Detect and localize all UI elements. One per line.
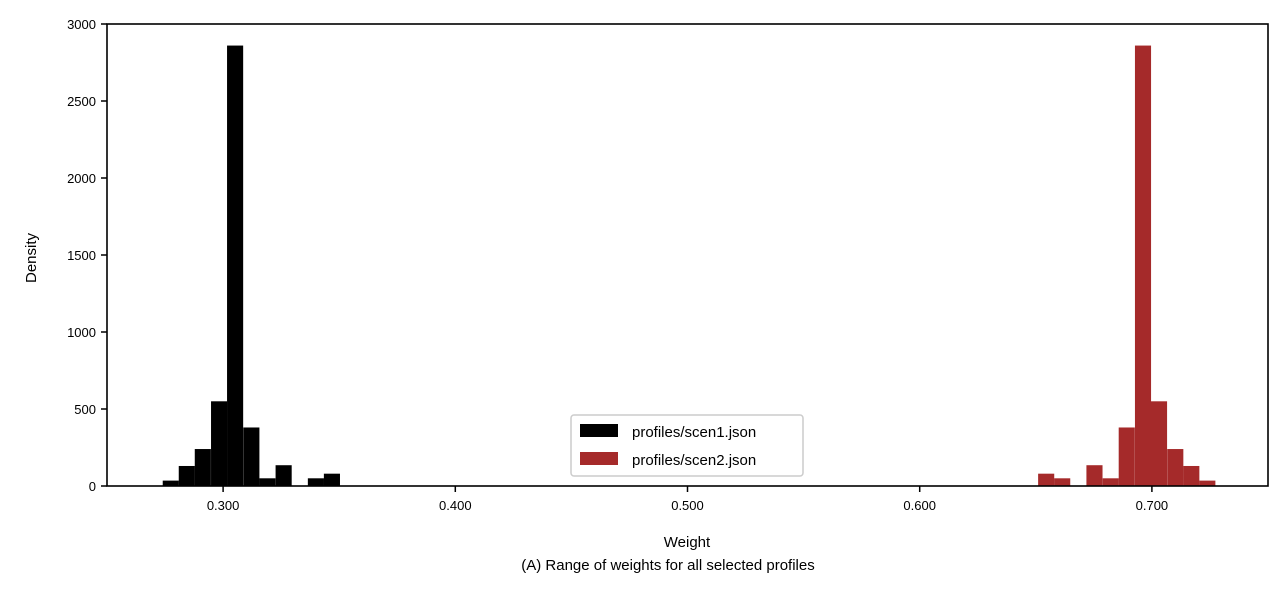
legend-frame [570,414,804,477]
histogram-bar-s2-0 [1038,473,1055,486]
histogram-bar-s2-9 [1183,465,1200,486]
x-tick-label: 0.500 [671,498,704,513]
histogram-bar-s2-4 [1102,478,1119,486]
histogram-bar-s1-2 [194,449,211,486]
figure-caption: (A) Range of weights for all selected pr… [521,557,814,574]
x-axis-label: Weight [664,534,711,551]
bars-layer [162,45,1216,487]
x-tick-label: 0.700 [1136,498,1169,513]
histogram-bar-s2-6 [1134,45,1152,487]
y-tick-label: 3000 [67,17,96,32]
y-tick-label: 500 [74,402,96,417]
histogram-bar-s1-9 [307,478,324,486]
histogram-bar-s1-0 [162,480,179,486]
x-tick-label: 0.300 [207,498,240,513]
histogram-bar-s1-6 [259,478,276,486]
histogram-bar-s2-5 [1118,427,1135,486]
legend-swatch-scen1 [580,424,618,437]
histogram-bar-s1-1 [178,465,195,486]
histogram-bar-s1-5 [243,427,260,486]
y-tick-label: 2500 [67,94,96,109]
y-tick-label: 1000 [67,325,96,340]
legend-label-scen2: profiles/scen2.json [632,452,756,469]
legend-label-scen1: profiles/scen1.json [632,424,756,441]
histogram-bar-s2-1 [1054,478,1071,486]
x-tick-label: 0.600 [903,498,936,513]
histogram-bar-s1-7 [275,465,292,486]
y-tick-label: 0 [89,479,96,494]
histogram-bar-s2-7 [1150,401,1168,486]
histogram-bar-s2-3 [1086,465,1103,486]
histogram-bar-s2-8 [1167,449,1184,486]
y-axis: 0 500 1000 1500 2000 2500 3000 [67,17,107,494]
y-axis-label: Density [23,232,40,283]
legend-swatch-scen2 [580,452,618,465]
plot-frame [106,23,1269,487]
x-tick-label: 0.400 [439,498,472,513]
legend: profiles/scen1.json profiles/scen2.json [570,414,804,477]
x-axis: 0.300 0.400 0.500 0.600 0.700 [207,486,1168,513]
histogram-bar-s1-4 [227,45,244,487]
y-tick-label: 1500 [67,248,96,263]
histogram-bar-s2-10 [1199,480,1216,486]
histogram-bar-s1-10 [323,473,340,486]
histogram-bar-s1-3 [211,401,228,486]
y-tick-label: 2000 [67,171,96,186]
